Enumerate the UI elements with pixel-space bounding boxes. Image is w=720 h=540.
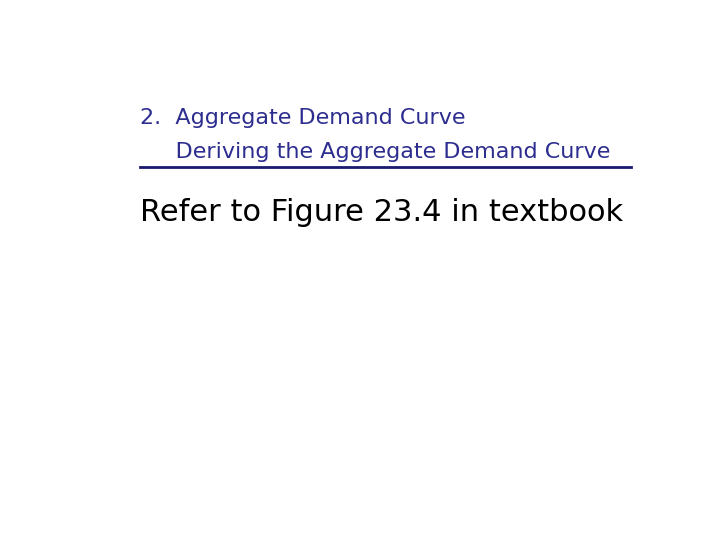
Text: Refer to Figure 23.4 in textbook: Refer to Figure 23.4 in textbook <box>140 198 624 227</box>
Text: Deriving the Aggregate Demand Curve: Deriving the Aggregate Demand Curve <box>140 141 611 161</box>
Text: 2.  Aggregate Demand Curve: 2. Aggregate Demand Curve <box>140 109 466 129</box>
